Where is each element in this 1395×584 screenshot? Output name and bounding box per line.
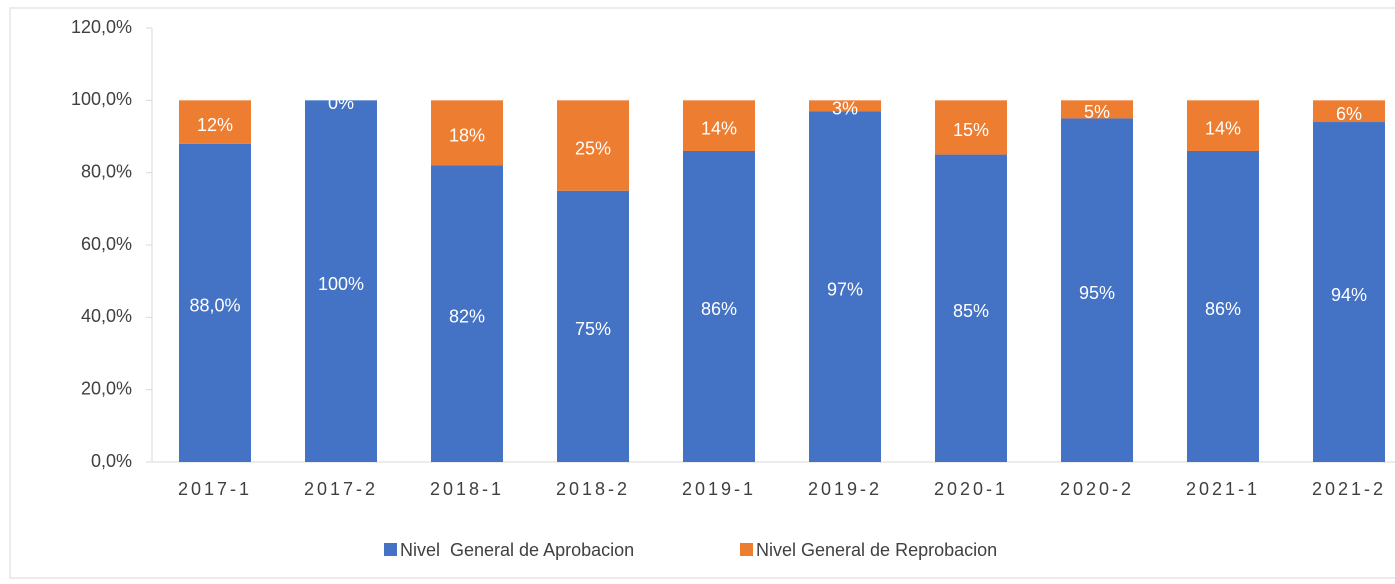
bar-segment <box>179 143 251 462</box>
x-tick-label: 2018-2 <box>556 479 630 499</box>
y-tick-label: 80,0% <box>81 161 132 181</box>
bar-segment <box>431 100 503 166</box>
legend-label: Nivel General de Aprobacion <box>400 540 634 560</box>
x-tick-label: 2019-2 <box>808 479 882 499</box>
y-tick-label: 40,0% <box>81 306 132 326</box>
data-label: 94% <box>1331 285 1367 305</box>
bar-segment <box>1061 118 1133 463</box>
legend-label: Nivel General de Reprobacion <box>756 540 997 560</box>
data-label: 15% <box>953 120 989 140</box>
x-tick-label: 2020-2 <box>1060 479 1134 499</box>
y-tick-label: 0,0% <box>91 451 132 471</box>
bar-segment <box>809 111 881 462</box>
x-tick-label: 2017-1 <box>178 479 252 499</box>
bar-segment <box>683 100 755 151</box>
bar-segment <box>179 100 251 144</box>
data-label: 97% <box>827 279 863 299</box>
data-label: 3% <box>832 99 858 119</box>
data-label: 0% <box>328 93 354 113</box>
bar-segment <box>935 100 1007 155</box>
data-label: 14% <box>1205 118 1241 138</box>
data-label: 86% <box>701 299 737 319</box>
data-label: 85% <box>953 301 989 321</box>
data-label: 86% <box>1205 299 1241 319</box>
bar-segment <box>683 150 755 462</box>
bar-segment <box>935 154 1007 463</box>
data-label: 18% <box>449 126 485 146</box>
bar-segment <box>1187 100 1259 151</box>
bar-segment <box>1061 100 1133 119</box>
data-label: 100% <box>318 274 364 294</box>
data-label: 25% <box>575 138 611 158</box>
data-label: 75% <box>575 319 611 339</box>
x-tick-label: 2018-1 <box>430 479 504 499</box>
y-tick-label: 60,0% <box>81 234 132 254</box>
y-tick-label: 120,0% <box>71 17 132 37</box>
data-label: 82% <box>449 306 485 326</box>
data-label: 14% <box>701 118 737 138</box>
legend-swatch <box>384 543 397 556</box>
data-label: 88,0% <box>189 296 240 316</box>
bar-segment <box>305 100 377 462</box>
x-tick-label: 2020-1 <box>934 479 1008 499</box>
legend-swatch <box>740 543 753 556</box>
x-tick-label: 2021-1 <box>1186 479 1260 499</box>
bar-segment <box>557 190 629 462</box>
bar-segment <box>1313 100 1385 123</box>
x-tick-label: 2019-1 <box>682 479 756 499</box>
bar-segment <box>431 165 503 462</box>
y-tick-label: 20,0% <box>81 378 132 398</box>
x-tick-label: 2021-2 <box>1312 479 1386 499</box>
bar-segment <box>1187 150 1259 462</box>
data-label: 5% <box>1084 102 1110 122</box>
data-label: 12% <box>197 115 233 135</box>
bar-segment <box>809 100 881 112</box>
data-label: 6% <box>1336 104 1362 124</box>
x-tick-label: 2017-2 <box>304 479 378 499</box>
bar-segment <box>1313 122 1385 463</box>
data-label: 95% <box>1079 283 1115 303</box>
bar-segment <box>557 100 629 191</box>
y-tick-label: 100,0% <box>71 89 132 109</box>
